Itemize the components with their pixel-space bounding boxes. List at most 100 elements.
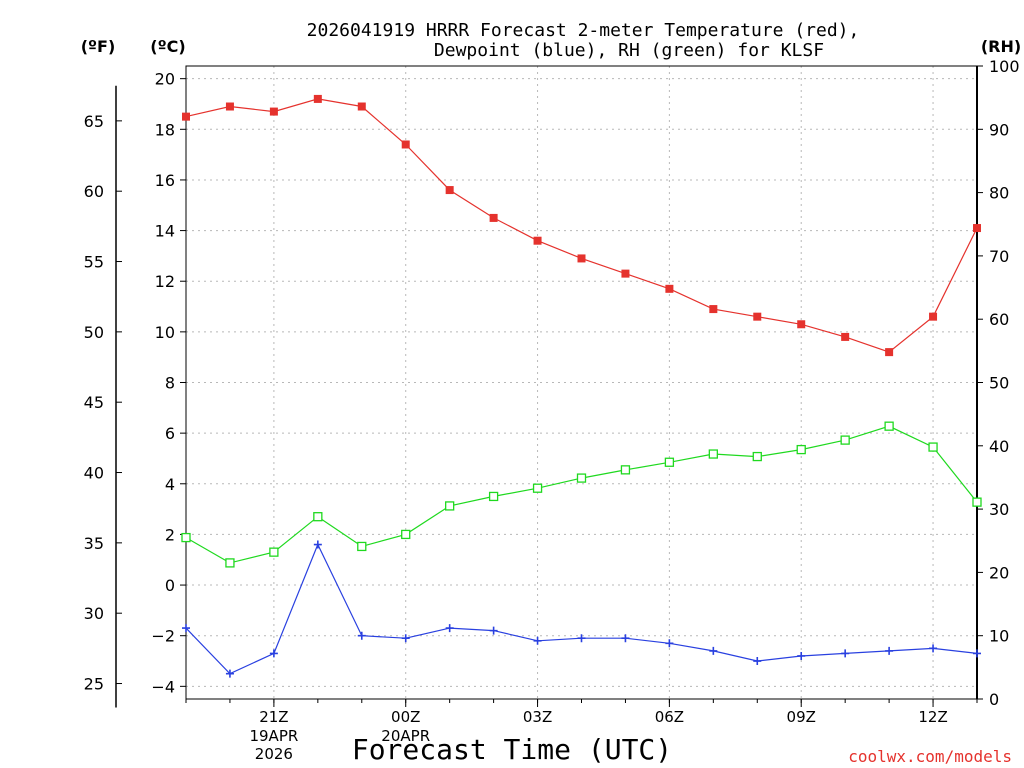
rh-data-point [928, 442, 938, 452]
dewpoint-data-point [577, 634, 586, 643]
celsius-tick-label: 16 [155, 171, 175, 190]
x-tick-date: 20APR [381, 727, 430, 745]
temperature-data-point [973, 224, 981, 233]
x-axis-label: Forecast Time (UTC) [352, 733, 672, 766]
fahrenheit-tick-label: 25 [84, 675, 104, 694]
dewpoint-data-point [841, 649, 850, 658]
dewpoint-data-point [973, 649, 981, 658]
x-tick-label: 09Z [787, 708, 816, 726]
temperature-data-point [533, 236, 542, 245]
rh-tick-label: 80 [989, 184, 1009, 203]
rh-data-point [664, 457, 675, 467]
celsius-unit-label: (ºC) [150, 37, 185, 56]
fahrenheit-tick-label: 40 [84, 464, 104, 483]
x-tick-label: 12Z [918, 708, 947, 726]
temperature-data-point [445, 186, 454, 195]
dewpoint-data-point [225, 669, 234, 678]
dewpoint-data-point [182, 624, 190, 633]
chart-title-line-2: Dewpoint (blue), RH (green) for KLSF [434, 40, 824, 61]
rh-tick-label: 10 [989, 627, 1009, 646]
celsius-tick-label: 8 [165, 374, 175, 393]
celsius-tick-label: 6 [165, 424, 175, 443]
rh-data-point [488, 491, 499, 502]
dewpoint-data-point [797, 651, 806, 660]
temperature-data-point [621, 269, 630, 278]
dewpoint-data-point [621, 634, 630, 643]
temperature-data-point [753, 312, 762, 321]
rh-unit-label: (RH) [981, 37, 1021, 56]
celsius-tick-label: 14 [155, 222, 175, 241]
rh-data-point [884, 421, 894, 431]
rh-tick-label: 90 [989, 120, 1009, 139]
fahrenheit-tick-label: 35 [84, 534, 104, 553]
dewpoint-data-point [665, 639, 674, 648]
fahrenheit-tick-label: 65 [84, 112, 104, 131]
celsius-tick-label: 2 [165, 525, 175, 544]
temperature-series-line [185, 98, 978, 353]
dewpoint-data-point [533, 636, 542, 645]
fahrenheit-tick-label: 45 [84, 393, 104, 412]
fahrenheit-tick-label: 55 [84, 253, 104, 272]
rh-tick-label: 100 [989, 57, 1020, 76]
rh-tick-label: 70 [989, 247, 1009, 266]
fahrenheit-tick-label: 30 [84, 604, 104, 623]
dewpoint-data-point [269, 649, 278, 658]
x-tick-label: 00Z [391, 708, 420, 726]
rh-data-point [401, 529, 411, 540]
rh-data-point [840, 435, 850, 445]
x-tick-label: 06Z [655, 708, 684, 726]
dewpoint-data-point [445, 624, 454, 633]
rh-tick-label: 60 [989, 310, 1009, 329]
celsius-tick-label: 20 [155, 70, 175, 89]
temperature-data-point [182, 112, 190, 121]
dewpoint-data-point [709, 646, 718, 655]
axes: 20181614121086420−2−46560555045403530251… [84, 57, 1020, 763]
celsius-tick-label: 10 [155, 323, 175, 342]
dewpoint-data-point [357, 631, 366, 640]
dewpoint-data-point [929, 644, 938, 653]
temperature-data-point [357, 102, 366, 111]
temperature-data-point [269, 107, 278, 116]
rh-data-point [972, 497, 982, 507]
grid-lines [186, 66, 977, 699]
celsius-tick-label: 0 [165, 576, 175, 595]
temperature-data-point [797, 320, 806, 329]
celsius-tick-label: −4 [151, 677, 175, 696]
temperature-data-point [489, 213, 498, 222]
temperature-data-point [709, 305, 718, 314]
rh-data-point [225, 558, 235, 568]
rh-data-point [576, 473, 587, 483]
rh-tick-label: 50 [989, 374, 1009, 393]
rh-tick-label: 0 [989, 690, 999, 709]
rh-data-point [620, 465, 631, 475]
temperature-data-point [665, 284, 674, 293]
x-tick-year: 2026 [255, 745, 293, 763]
fahrenheit-unit-label: (ºF) [81, 37, 116, 56]
dewpoint-series-line [185, 543, 978, 675]
dewpoint-data-point [313, 540, 322, 549]
celsius-tick-label: 12 [155, 272, 175, 291]
rh-tick-label: 30 [989, 500, 1009, 519]
fahrenheit-tick-label: 50 [84, 323, 104, 342]
fahrenheit-tick-label: 60 [84, 182, 104, 201]
rh-data-point [445, 501, 455, 511]
dewpoint-data-point [885, 646, 894, 655]
rh-data-point [357, 541, 367, 552]
dewpoint-data-point [401, 634, 410, 643]
rh-series-line [185, 425, 978, 564]
temperature-data-point [577, 254, 586, 263]
rh-data-point [181, 532, 191, 543]
rh-tick-label: 20 [989, 563, 1009, 582]
rh-data-point [313, 512, 323, 522]
x-tick-label: 03Z [523, 708, 552, 726]
celsius-tick-label: −2 [151, 627, 175, 646]
credit-text: coolwx.com/models [848, 747, 1012, 766]
temperature-data-point [929, 312, 938, 321]
rh-data-point [269, 547, 279, 557]
chart-title-line-1: 2026041919 HRRR Forecast 2-meter Tempera… [307, 20, 860, 41]
temperature-data-point [225, 102, 234, 111]
rh-data-point [752, 451, 762, 462]
rh-data-point [796, 444, 806, 455]
temperature-data-point [313, 94, 322, 103]
